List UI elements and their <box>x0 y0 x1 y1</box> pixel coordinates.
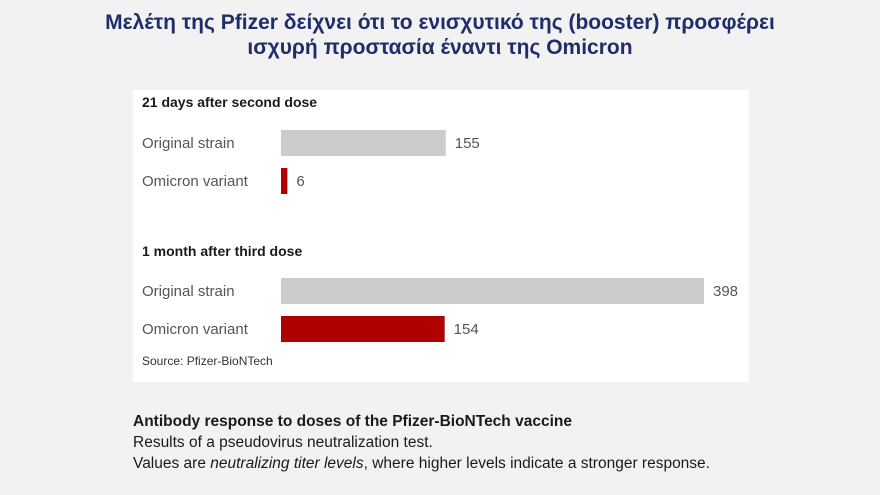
row-label-1-1: Original strain <box>142 135 235 152</box>
bar-2-1 <box>281 278 704 304</box>
group-title-2: 1 month after third dose <box>142 243 302 259</box>
caption-line-2-prefix: Values are <box>133 455 211 472</box>
chart-panel: 21 days after second dose Original strain… <box>133 90 749 382</box>
slide-title: Μελέτη της Pfizer δείχνει ότι το ενισχυτ… <box>0 10 880 60</box>
chart-source: Source: Pfizer-BioNTech <box>142 354 273 368</box>
bar-1-2 <box>281 168 288 194</box>
value-label-1-1: 155 <box>455 135 480 152</box>
bar-chart: 21 days after second dose Original strain… <box>142 94 738 368</box>
row-label-2-2: Omicron variant <box>142 321 249 338</box>
bar-1-1 <box>281 130 446 156</box>
caption-line-2: Values are neutralizing titer levels, wh… <box>133 453 853 474</box>
row-label-1-2: Omicron variant <box>142 173 249 190</box>
row-label-2-1: Original strain <box>142 283 235 300</box>
caption-line-1: Results of a pseudovirus neutralization … <box>133 434 433 451</box>
group-title-1: 21 days after second dose <box>142 94 317 110</box>
caption-line-2-emphasis: neutralizing titer levels <box>210 455 364 472</box>
caption-title: Antibody response to doses of the Pfizer… <box>133 413 572 430</box>
caption-line-2-suffix: , where higher levels indicate a stronge… <box>363 455 710 472</box>
slide-title-line-2: ισχυρή προστασία έναντι της Omicron <box>247 36 633 59</box>
value-label-1-2: 6 <box>296 173 304 190</box>
chart-caption: Antibody response to doses of the Pfizer… <box>133 411 853 474</box>
value-label-2-1: 398 <box>713 283 738 300</box>
bar-2-2 <box>281 316 445 342</box>
value-label-2-2: 154 <box>454 321 479 338</box>
slide-title-line-1: Μελέτη της Pfizer δείχνει ότι το ενισχυτ… <box>105 11 775 34</box>
